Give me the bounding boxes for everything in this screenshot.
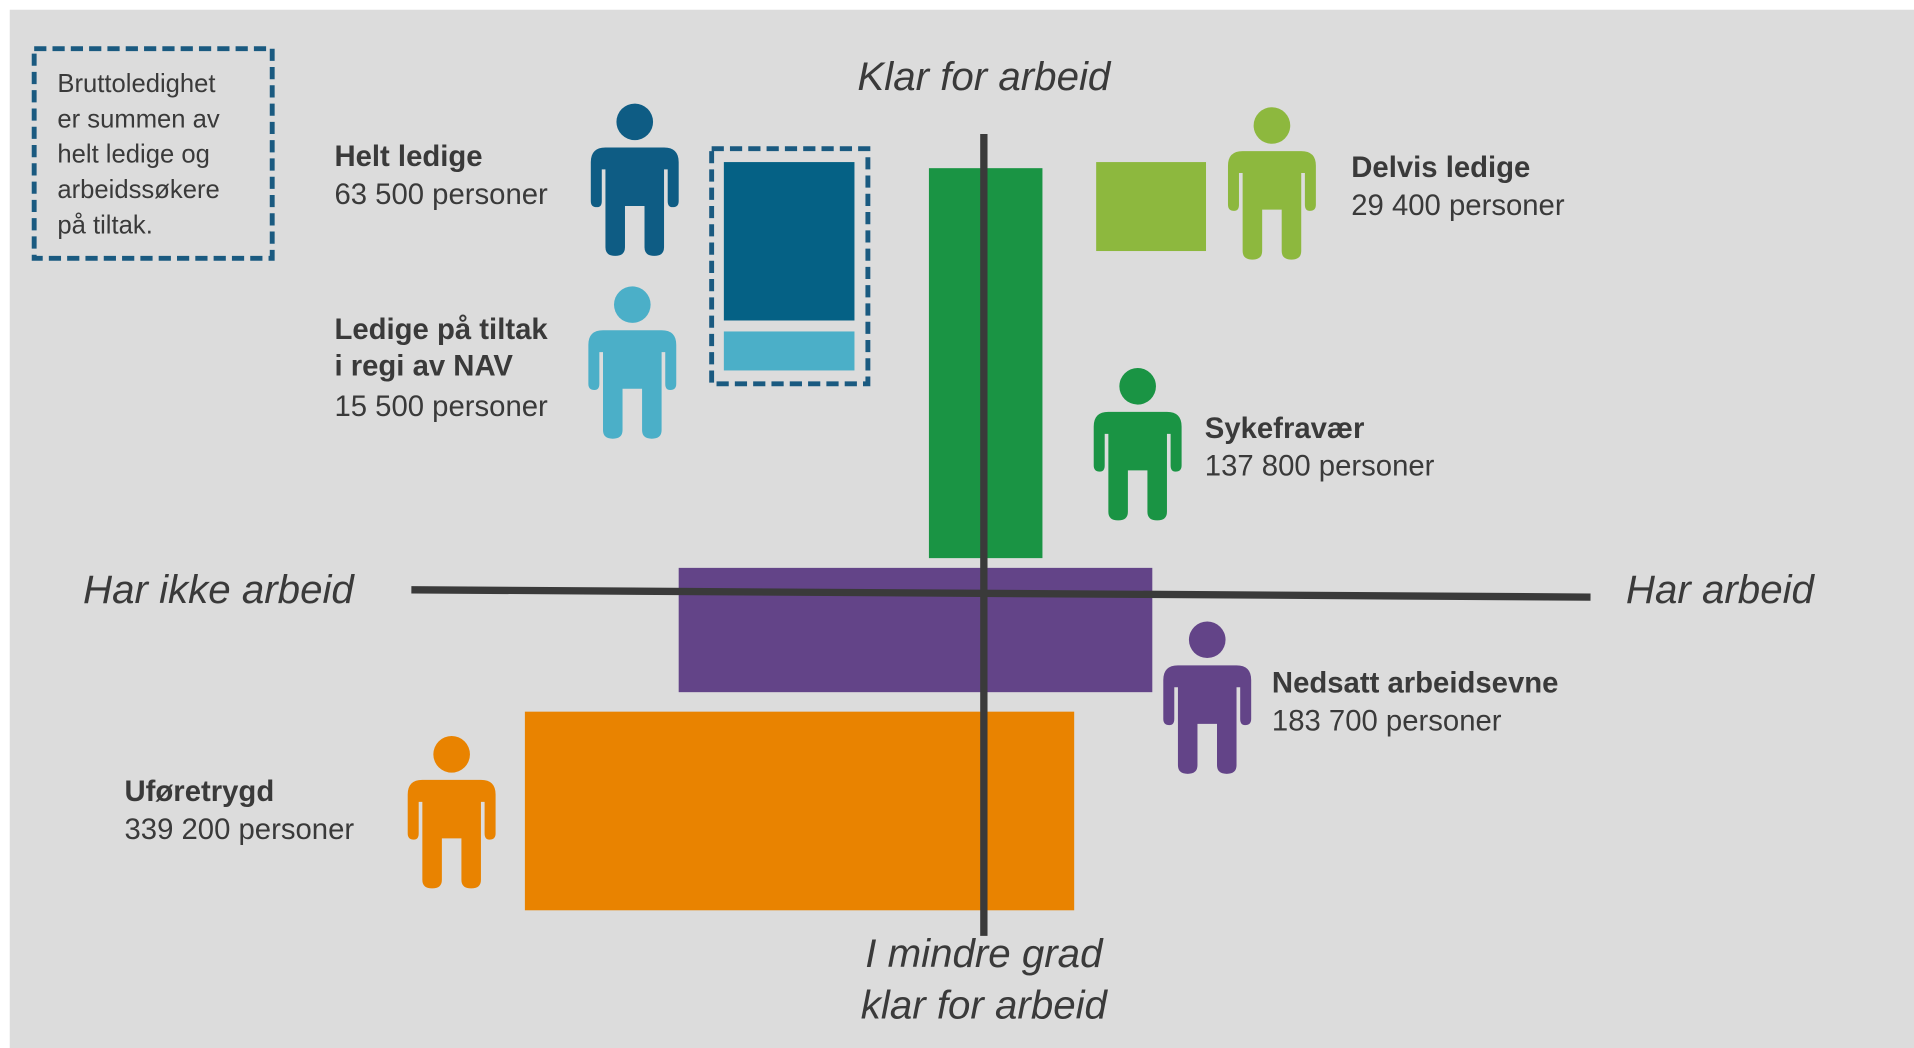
bar-nedsatt [678,567,1153,693]
group-count: 15 500 personer [334,391,548,423]
note-line: arbeidssøkere [57,176,219,204]
axis-label: I mindre grad [865,931,1104,976]
brutto-box [709,146,871,387]
bar-tiltak [723,331,855,371]
group-name: Nedsatt arbeidsevne [1272,668,1559,700]
group-count: 29 400 personer [1351,190,1565,222]
bar-delvis [1096,162,1207,252]
axis-label: Klar for arbeid [857,54,1112,99]
axis-label: klar for arbeid [861,982,1109,1027]
group-count: 137 800 personer [1205,451,1435,483]
note-box [31,46,275,261]
group-count: 183 700 personer [1272,705,1502,737]
bar-ufore [524,711,1075,911]
axis-label: Har arbeid [1626,567,1816,612]
group-name: Delvis ledige [1351,152,1530,184]
note-line: på tiltak. [57,211,152,239]
group-name: i regi av NAV [334,351,513,383]
group-count: 339 200 personer [125,814,355,846]
note-line: Bruttoledighet [57,70,215,98]
group-name: Helt ledige [334,141,482,173]
group-name: Sykefravær [1205,413,1365,445]
note-line: helt ledige og [57,141,209,169]
group-name: Uføretrygd [125,776,275,808]
horizontal-axis [411,586,1591,601]
bar-helt-ledige [723,162,855,321]
axis-label: Har ikke arbeid [83,567,355,612]
note-line: er summen av [57,105,220,133]
group-count: 63 500 personer [334,179,548,211]
group-name: Ledige på tiltak [334,314,548,346]
